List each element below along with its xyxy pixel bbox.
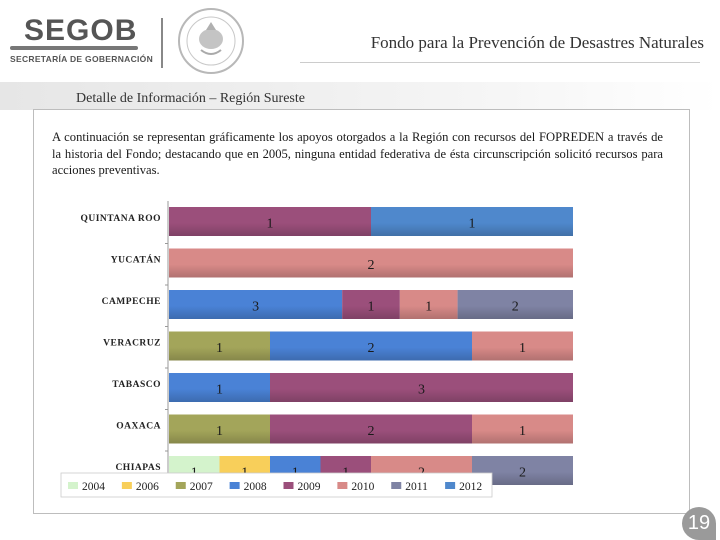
header: SEGOB SECRETARÍA DE GOBERNACIÓN Fondo pa… xyxy=(0,0,720,82)
category-label: QUINTANA ROO xyxy=(80,214,161,224)
section-band xyxy=(0,82,720,110)
legend-swatch xyxy=(391,482,402,489)
bar-segment xyxy=(270,331,472,361)
description-text: A continuación se representan gráficamen… xyxy=(52,130,663,177)
bar-segment xyxy=(371,207,573,236)
section-title: Detalle de Información – Región Sureste xyxy=(76,91,305,106)
app-title: Fondo para la Prevención de Desastres Na… xyxy=(370,33,704,52)
data-label: 2 xyxy=(368,258,375,273)
legend-label: 2008 xyxy=(244,481,267,493)
segob-logo: SEGOB xyxy=(24,14,138,47)
legend-label: 2004 xyxy=(82,481,105,493)
bar-segment xyxy=(457,290,573,319)
title-rule xyxy=(300,62,700,63)
legend-swatch xyxy=(175,482,186,489)
data-label: 1 xyxy=(267,217,274,232)
bar-segment xyxy=(472,414,573,444)
legend-swatch xyxy=(337,482,348,489)
data-label: 1 xyxy=(368,300,375,315)
legend-swatch xyxy=(445,482,456,489)
legend-label: 2012 xyxy=(459,481,482,493)
data-label: 1 xyxy=(216,341,223,356)
data-label: 1 xyxy=(216,383,223,398)
data-label: 1 xyxy=(469,217,476,232)
bar-segment xyxy=(169,373,270,402)
data-label: 2 xyxy=(519,466,526,481)
data-label: 1 xyxy=(216,424,223,439)
data-label: 1 xyxy=(425,300,432,315)
legend-box xyxy=(60,472,493,498)
category-label: YUCATÁN xyxy=(111,254,161,266)
legend-swatch xyxy=(283,482,294,489)
page-number: 19 xyxy=(682,507,716,540)
category-label: OAXACA xyxy=(116,422,161,432)
coat-of-arms-icon xyxy=(178,8,244,74)
data-label: 3 xyxy=(418,383,425,398)
legend-label: 2010 xyxy=(351,481,374,493)
legend-swatch xyxy=(68,482,78,489)
bar-segment xyxy=(270,414,472,444)
bar-segment xyxy=(169,414,270,444)
header-divider xyxy=(161,18,163,68)
bar-segment xyxy=(169,207,371,236)
legend-label: 2011 xyxy=(405,481,428,493)
category-label: TABASCO xyxy=(112,380,161,390)
legend-label: 2009 xyxy=(298,481,321,493)
bar-segment xyxy=(169,331,270,361)
category-label: CHIAPAS xyxy=(115,463,161,473)
segob-subtitle: SECRETARÍA DE GOBERNACIÓN xyxy=(10,54,154,64)
legend-label: 2007 xyxy=(190,481,213,493)
bar-segment xyxy=(169,248,573,278)
legend-label: 2006 xyxy=(136,481,159,493)
data-label: 2 xyxy=(512,300,519,315)
bar-segment xyxy=(399,290,458,319)
data-label: 2 xyxy=(368,424,375,439)
category-label: VERACRUZ xyxy=(103,339,161,349)
data-label: 1 xyxy=(519,424,526,439)
bar-segment xyxy=(472,331,573,361)
bar-segment xyxy=(270,373,573,402)
bar-segment xyxy=(169,290,343,319)
legend-swatch xyxy=(229,482,240,489)
legend-swatch xyxy=(121,482,132,489)
data-label: 1 xyxy=(519,341,526,356)
data-label: 2 xyxy=(368,341,375,356)
logo-swoosh xyxy=(10,46,138,50)
category-label: CAMPECHE xyxy=(102,297,161,307)
bar-segment xyxy=(342,290,400,319)
data-label: 3 xyxy=(252,300,259,315)
